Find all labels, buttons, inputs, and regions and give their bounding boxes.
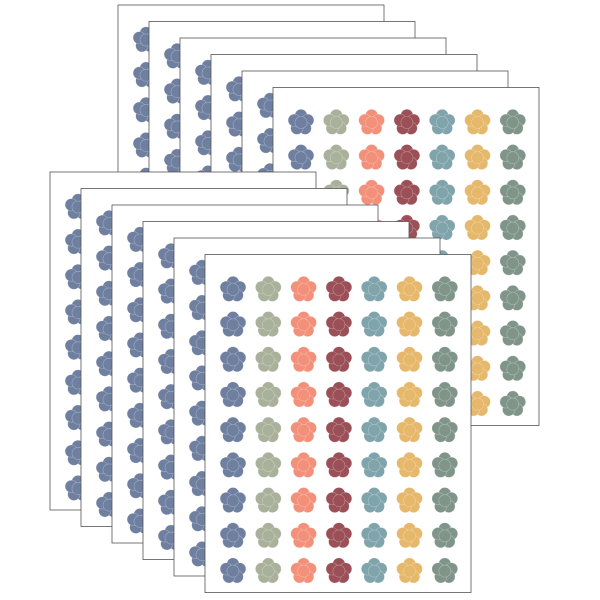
sticker-sheet <box>204 254 472 593</box>
